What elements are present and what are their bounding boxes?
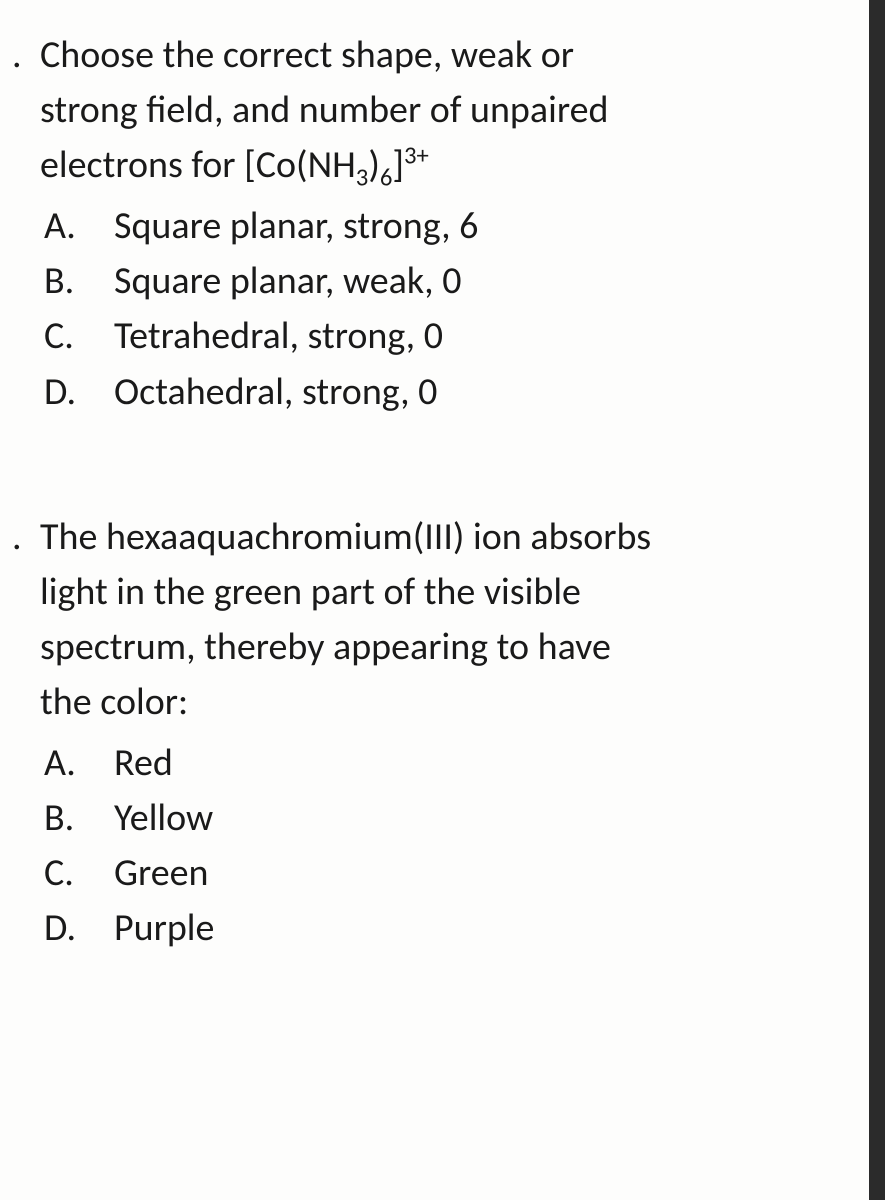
question-2-stem: . The hexaaquachromium(III) ion absorbs …: [18, 510, 865, 730]
question-1-stem-line-2: strong field, and number of unpaired: [40, 87, 608, 133]
question-2-stem-line-4: the color:: [40, 679, 188, 725]
bullet-icon: .: [12, 28, 22, 83]
question-1-option-d[interactable]: D. Octahedral, strong, 0: [44, 365, 865, 420]
option-letter: D.: [44, 365, 90, 420]
option-letter: A.: [44, 736, 90, 791]
option-text: Octahedral, strong, 0: [114, 365, 437, 420]
question-1-option-b[interactable]: B. Square planar, weak, 0: [44, 254, 865, 309]
question-2-stem-line-1: The hexaaquachromium(III) ion absorbs: [40, 514, 651, 560]
option-letter: B.: [44, 791, 90, 846]
option-letter: D.: [44, 901, 90, 956]
question-2-stem-line-3: spectrum, thereby appearing to have: [40, 624, 611, 670]
option-letter: C.: [44, 846, 90, 901]
option-text: Square planar, weak, 0: [114, 254, 462, 309]
option-text: Tetrahedral, strong, 0: [114, 309, 443, 364]
question-2: . The hexaaquachromium(III) ion absorbs …: [18, 510, 865, 957]
page: . Choose the correct shape, weak or stro…: [0, 0, 885, 1066]
option-letter: A.: [44, 199, 90, 254]
option-text: Square planar, strong, 6: [114, 199, 478, 254]
question-1-option-a[interactable]: A. Square planar, strong, 6: [44, 199, 865, 254]
question-2-options: A. Red B. Yellow C. Green D. Purple: [18, 736, 865, 956]
question-1-options: A. Square planar, strong, 6 B. Square pl…: [18, 199, 865, 419]
option-text: Green: [114, 846, 209, 901]
option-letter: B.: [44, 254, 90, 309]
bullet-icon: .: [12, 510, 22, 565]
question-2-option-b[interactable]: B. Yellow: [44, 791, 865, 846]
question-2-option-d[interactable]: D. Purple: [44, 901, 865, 956]
option-text: Yellow: [114, 791, 213, 846]
question-2-option-a[interactable]: A. Red: [44, 736, 865, 791]
option-text: Red: [114, 736, 173, 791]
question-1-stem: . Choose the correct shape, weak or stro…: [18, 28, 865, 193]
question-1-stem-line-1: Choose the correct shape, weak or: [40, 32, 574, 78]
page-shadow-edge: [869, 0, 885, 1200]
question-1: . Choose the correct shape, weak or stro…: [18, 28, 865, 420]
option-text: Purple: [114, 901, 214, 956]
option-letter: C.: [44, 309, 90, 364]
question-1-stem-line-3: electrons for [Co(NH3)6]3+: [40, 142, 429, 188]
question-2-stem-line-2: light in the green part of the visible: [40, 569, 581, 615]
question-2-option-c[interactable]: C. Green: [44, 846, 865, 901]
question-1-option-c[interactable]: C. Tetrahedral, strong, 0: [44, 309, 865, 364]
